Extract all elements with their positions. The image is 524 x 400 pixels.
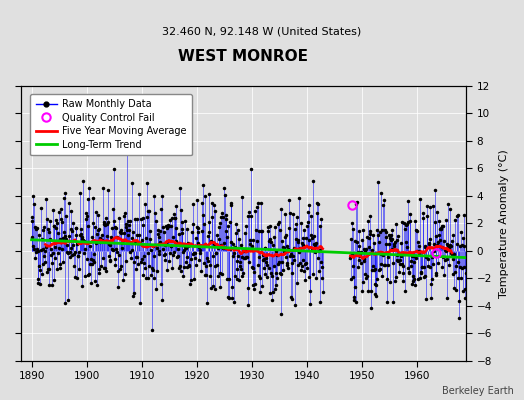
Text: Berkeley Earth: Berkeley Earth bbox=[442, 386, 514, 396]
Text: 32.460 N, 92.148 W (United States): 32.460 N, 92.148 W (United States) bbox=[162, 26, 362, 36]
Title: WEST MONROE: WEST MONROE bbox=[178, 49, 309, 64]
Y-axis label: Temperature Anomaly (°C): Temperature Anomaly (°C) bbox=[499, 149, 509, 298]
Legend: Raw Monthly Data, Quality Control Fail, Five Year Moving Average, Long-Term Tren: Raw Monthly Data, Quality Control Fail, … bbox=[30, 94, 192, 156]
